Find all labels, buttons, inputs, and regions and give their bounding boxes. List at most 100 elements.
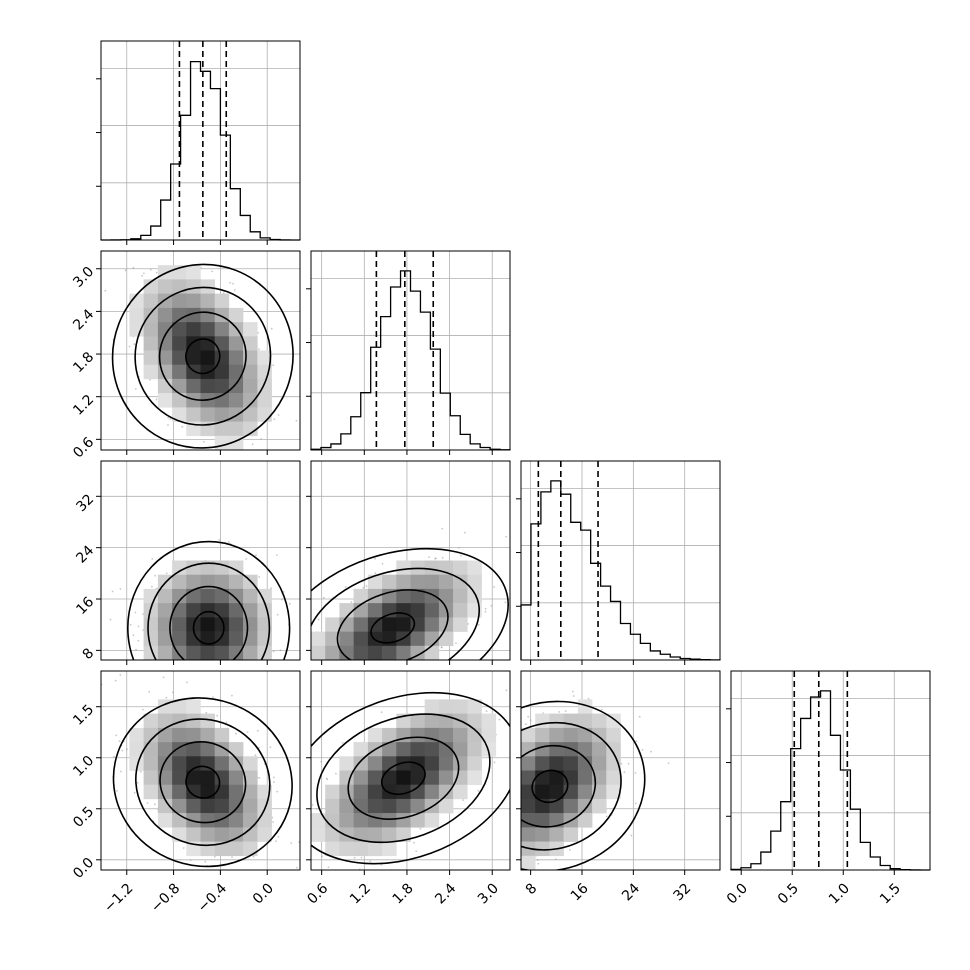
scatter-point	[519, 788, 521, 790]
hist-panel-0	[96, 40, 301, 245]
scatter-point	[329, 664, 331, 666]
density-cell	[396, 813, 411, 828]
panel-content	[101, 461, 300, 695]
scatter-point	[256, 673, 258, 675]
scatter-point	[272, 650, 275, 653]
density-cell	[172, 307, 187, 323]
scatter-point	[152, 668, 154, 670]
scatter-point	[132, 266, 135, 269]
scatter-point	[258, 693, 260, 695]
density-cell	[257, 393, 272, 408]
scatter-point	[462, 799, 464, 801]
scatter-point	[181, 247, 183, 249]
density-cell	[424, 756, 440, 771]
scatter-point	[242, 662, 244, 664]
density-cell	[200, 350, 215, 365]
density-cell	[200, 603, 215, 618]
contour-line	[127, 540, 291, 660]
contour-line	[521, 744, 597, 828]
scatter-point	[235, 682, 237, 684]
scatter-point	[296, 689, 298, 691]
density-cell	[143, 727, 159, 743]
density-cell	[186, 322, 201, 337]
scatter-point	[183, 663, 185, 665]
scatter-point	[483, 794, 485, 796]
density-cell	[367, 770, 383, 785]
density-cell	[438, 798, 454, 814]
scatter-point	[441, 527, 444, 530]
scatter-point	[289, 602, 291, 605]
scatter-point	[235, 684, 237, 686]
density-cell	[549, 813, 564, 828]
scatter-point	[505, 535, 507, 538]
scatter-point	[383, 676, 385, 678]
scatter-point	[121, 749, 124, 752]
density-cell	[325, 841, 340, 857]
density-cell	[367, 727, 383, 743]
scatter-point	[382, 673, 384, 675]
density-cell	[367, 827, 383, 842]
density-cell	[200, 756, 215, 771]
density-cell	[186, 631, 201, 647]
density-cell	[410, 727, 425, 743]
scatter-point	[133, 343, 136, 346]
panel-frame	[100, 40, 301, 241]
density-cell	[200, 307, 215, 323]
density-cell	[143, 742, 159, 757]
scatter-point	[167, 424, 169, 426]
scatter-point	[524, 723, 527, 725]
y-tick-label: 1.2	[70, 392, 97, 419]
scatter-point	[137, 639, 140, 642]
scatter-point	[272, 776, 275, 779]
density-cell	[214, 588, 230, 604]
density-cell	[243, 407, 258, 422]
scatter-point	[346, 678, 348, 680]
scatter-point	[282, 885, 284, 887]
density-cell	[453, 560, 468, 575]
scatter-point	[222, 680, 224, 682]
density-cell	[157, 393, 173, 408]
y-tick-label: 24	[73, 543, 97, 567]
scatter-point	[256, 729, 259, 732]
scatter-point	[496, 766, 498, 768]
scatter-point	[119, 770, 122, 773]
density-cell	[325, 827, 340, 842]
density-cell	[353, 617, 369, 632]
density-cell	[453, 699, 468, 714]
density-cell	[200, 713, 215, 729]
scatter-point	[555, 871, 557, 873]
density-cell	[424, 699, 440, 714]
scatter-point	[276, 613, 279, 616]
scatter-point	[142, 708, 144, 711]
density-cell	[535, 713, 550, 729]
panel-frame	[100, 460, 301, 661]
density-cell	[143, 617, 159, 632]
scatter-point	[119, 674, 122, 676]
scatter-point	[493, 586, 495, 588]
density-cell	[200, 574, 215, 590]
density-cell	[382, 841, 397, 857]
scatter-point	[329, 886, 331, 888]
scatter-point	[203, 440, 205, 443]
scatter-point	[506, 744, 508, 746]
density-cell	[172, 574, 187, 590]
density-cell	[214, 827, 230, 842]
density-cell	[200, 841, 215, 857]
density-cell	[353, 588, 369, 604]
scatter-point	[495, 795, 497, 797]
contour-line	[380, 761, 426, 796]
scatter-point	[600, 708, 603, 711]
density-cell	[438, 574, 454, 590]
scatter-point	[231, 856, 233, 858]
density-cell	[186, 742, 201, 757]
density-cell	[521, 727, 536, 743]
density-cell	[200, 727, 215, 743]
density-cell	[424, 742, 440, 757]
density-cell	[243, 813, 258, 828]
density-cell	[367, 631, 383, 647]
contour-line	[521, 700, 646, 870]
density-cell	[549, 756, 564, 771]
density-cell	[228, 770, 244, 785]
density-cell	[382, 645, 397, 660]
density-cell	[606, 727, 621, 743]
